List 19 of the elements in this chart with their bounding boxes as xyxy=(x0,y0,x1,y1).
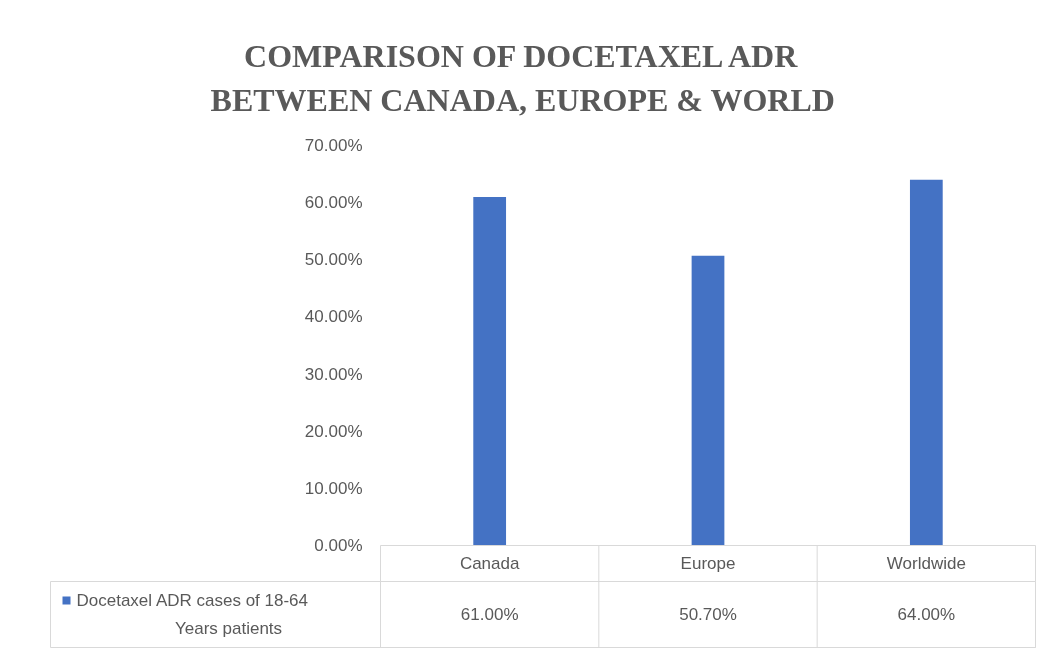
bar xyxy=(473,196,507,546)
chart-title: COMPARISON OF DOCETAXEL ADR BETWEEN CANADA, EUROPE & WORLD xyxy=(210,37,835,118)
x-tick-label: Canada xyxy=(459,554,520,573)
x-tick-label: Worldwide xyxy=(886,554,966,573)
data-label: 50.70% xyxy=(679,605,737,624)
y-tick-label: 0.00% xyxy=(314,536,363,555)
data-label: 61.00% xyxy=(460,605,519,624)
legend-label: Docetaxel ADR cases of 18-64 Years patients xyxy=(76,591,309,638)
y-tick-label: 10.00% xyxy=(304,478,363,498)
y-tick-label: 60.00% xyxy=(304,193,363,213)
y-tick-label: 50.00% xyxy=(304,250,363,270)
x-tick-label: Europe xyxy=(680,554,736,573)
bar xyxy=(909,179,943,546)
y-tick-label: 20.00% xyxy=(304,421,363,441)
y-tick-label: 40.00% xyxy=(304,307,363,327)
bar xyxy=(691,255,725,546)
y-tick-label: 30.00% xyxy=(304,364,363,384)
y-tick-label: 70.00% xyxy=(304,136,363,155)
data-label: 64.00% xyxy=(897,605,956,624)
